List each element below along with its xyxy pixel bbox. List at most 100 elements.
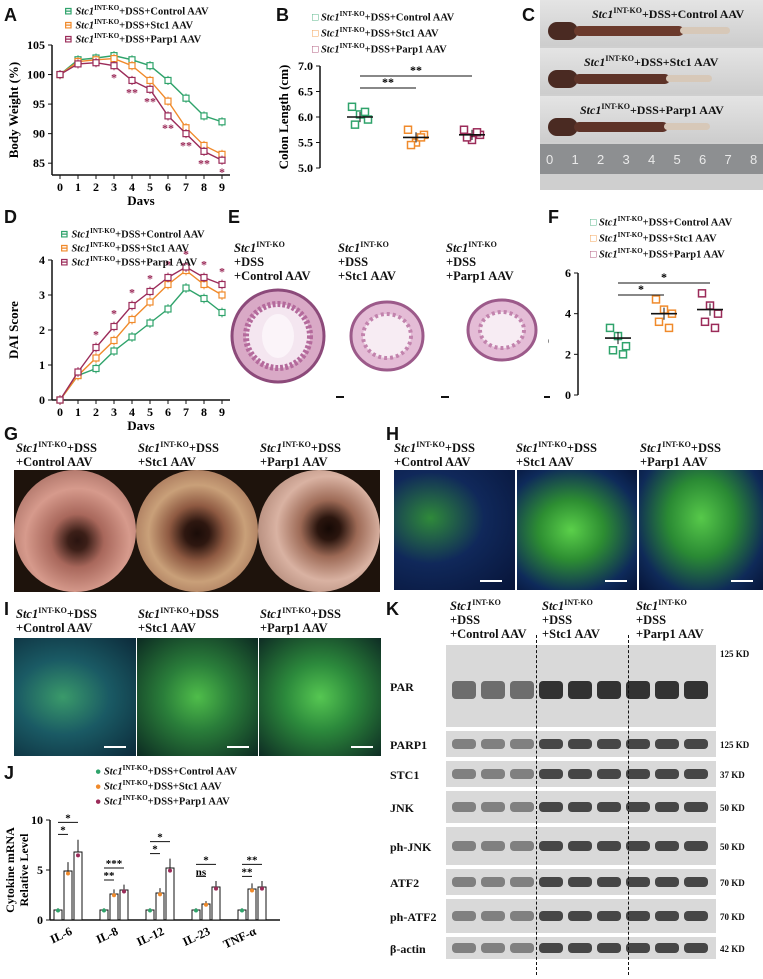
colon-photo-panel: Stc1INT-KO+DSS+Control AAV Stc1INT-KO+DS… xyxy=(540,0,763,190)
data-point xyxy=(360,107,370,117)
y-axis-title: Cytokine mRNA xyxy=(3,827,17,913)
x-axis-title: Days xyxy=(127,418,154,430)
chart-a-body-weight: 85 90 95 100 105 0 1 2 3 4 5 6 7 8 9 Days Body Weight (%… xyxy=(6,38,230,205)
bar xyxy=(211,886,221,921)
data-point xyxy=(164,97,172,105)
wb-band xyxy=(539,877,563,887)
fluor-h-label-stc1: Stc1INT-KO+DSS +Stc1 AAV xyxy=(516,440,597,470)
wb-band xyxy=(568,739,592,749)
wb-band xyxy=(684,681,708,699)
bar xyxy=(247,888,257,921)
x-tick-label: 0 xyxy=(57,405,63,419)
legend-b-parp1: □ Stc1INT-KO+DSS+Parp1 AAV xyxy=(312,42,447,56)
wb-band xyxy=(626,769,650,779)
y-axis-title: Body Weight (%) xyxy=(6,62,21,159)
significance-mark: * xyxy=(165,258,171,272)
wb-strip xyxy=(446,761,716,787)
y-axis-title: Colon Length (cm) xyxy=(276,65,291,170)
wb-strip xyxy=(446,645,716,727)
data-point xyxy=(621,341,631,351)
series-line xyxy=(59,62,223,161)
colon-photo-stc1: Stc1INT-KO+DSS+Stc1 AAV xyxy=(540,48,763,94)
endoscopy-label-stc1: Stc1INT-KO+DSS +Stc1 AAV xyxy=(138,440,219,470)
endoscopy-label-parp1: Stc1INT-KO+DSS +Parp1 AAV xyxy=(260,440,341,470)
data-point xyxy=(697,289,707,298)
wb-band xyxy=(626,681,650,699)
wb-band xyxy=(481,911,505,921)
data-point xyxy=(122,889,126,894)
panel-label-d: D xyxy=(4,207,17,227)
data-point xyxy=(218,118,226,126)
chart-b-plot: 5.0 5.5 6.0 6.5 7.0 Colon Length (cm) ** ** xyxy=(276,59,485,175)
x-tick-label: 8 xyxy=(201,180,207,194)
wb-band xyxy=(539,943,563,953)
wb-strip xyxy=(446,827,716,865)
ruler-tick-label: 3 xyxy=(622,152,630,167)
data-point xyxy=(56,908,60,913)
significance-mark: ** xyxy=(104,870,116,882)
legend-d-parp1: ⊟ Stc1INT-KO+DSS+Parp1 AAV xyxy=(60,255,198,269)
wb-label-parp1: Stc1INT-KO +DSS +Parp1 AAV xyxy=(636,598,704,642)
x-tick-label: 0 xyxy=(57,180,63,194)
x-tick-label: 5 xyxy=(147,180,153,194)
data-point xyxy=(618,350,628,359)
y-tick-label: 5 xyxy=(37,863,43,877)
endoscopy-image-control xyxy=(14,470,136,592)
y-tick-label: 85 xyxy=(33,156,45,170)
y-tick-label: 6 xyxy=(565,266,571,280)
significance-mark: ** xyxy=(247,854,259,866)
significance-mark: * xyxy=(183,247,189,261)
wb-band xyxy=(481,681,505,699)
x-axis-title: Days xyxy=(127,193,154,205)
data-point xyxy=(204,902,208,907)
wb-band xyxy=(684,911,708,921)
wb-protein-label: PAR xyxy=(390,680,414,694)
data-point xyxy=(462,133,472,142)
data-point xyxy=(146,319,154,327)
data-point xyxy=(128,315,136,324)
wb-kd-label: 37 KD xyxy=(720,770,745,780)
data-point xyxy=(164,305,172,313)
wb-band xyxy=(481,769,505,779)
data-point xyxy=(110,347,118,355)
wb-protein-label: JNK xyxy=(390,801,414,815)
data-point xyxy=(214,886,218,891)
wb-band xyxy=(510,769,534,779)
histology-label-parp1: Stc1INT-KO +DSS +Parp1 AAV xyxy=(446,240,514,284)
wb-band xyxy=(684,802,708,812)
wb-band xyxy=(568,877,592,887)
data-point xyxy=(56,70,64,79)
fluor-h-label-control: Stc1INT-KO+DSS +Control AAV xyxy=(394,440,475,470)
fluor-i-image-stc1 xyxy=(137,638,258,756)
y-tick-label: 2 xyxy=(39,323,45,337)
x-tick-label: 9 xyxy=(219,180,225,194)
y-tick-label: 105 xyxy=(27,38,45,52)
y-tick-label: 6.5 xyxy=(298,85,313,99)
significance-mark: * xyxy=(111,71,117,85)
endoscopy-image-parp1 xyxy=(258,470,380,592)
data-point xyxy=(200,273,208,282)
data-point xyxy=(128,62,136,70)
wb-band xyxy=(684,841,708,851)
legend-j-stc1: ● Stc1INT-KO+DSS+Stc1 AAV xyxy=(95,779,222,793)
significance-mark: ** xyxy=(144,94,156,108)
data-point xyxy=(182,263,190,271)
colon-photo-label-control: Stc1INT-KO+DSS+Control AAV xyxy=(592,6,745,21)
chart-f-histological-score: 0 2 4 6 Histological Score * * xyxy=(548,266,723,402)
bar xyxy=(257,886,267,921)
wb-band xyxy=(597,877,621,887)
data-point xyxy=(406,140,416,150)
x-tick-label: 2 xyxy=(93,405,99,419)
data-point xyxy=(92,343,100,352)
series-line xyxy=(59,269,223,401)
wb-group-divider xyxy=(536,635,537,975)
ruler-tick-label: 4 xyxy=(648,152,656,167)
legend-a-control: ⊟ Stc1INT-KO+DSS+Control AAV xyxy=(64,4,209,18)
x-category-label: TNF-α xyxy=(221,924,259,951)
significance-mark: * xyxy=(60,824,66,836)
panel-label-a: A xyxy=(4,5,17,25)
wb-band xyxy=(452,769,476,779)
wb-band xyxy=(626,802,650,812)
wb-strip xyxy=(446,937,716,959)
